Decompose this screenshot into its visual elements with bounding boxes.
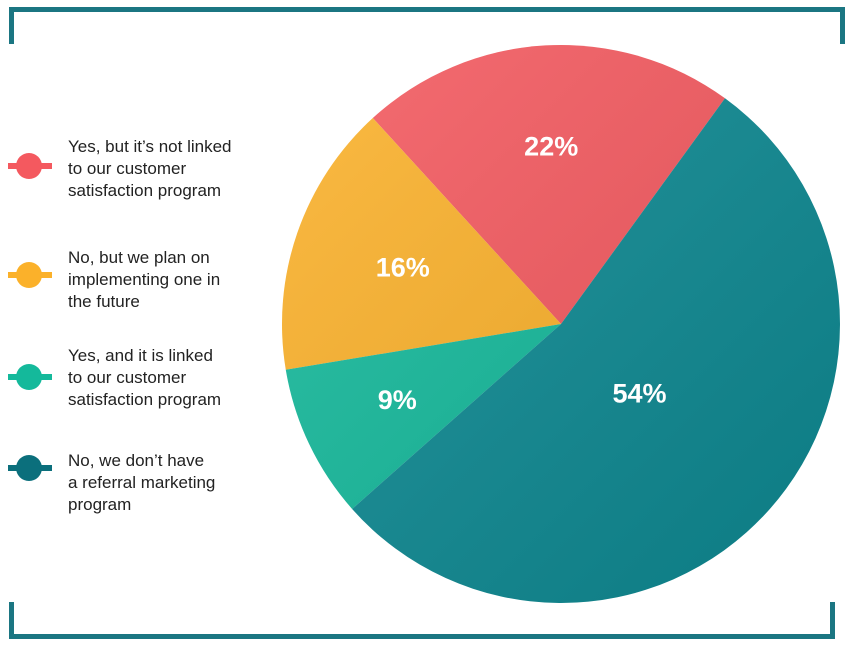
frame-top-bar: [9, 7, 845, 12]
legend-label: No, but we plan on implementing one in t…: [68, 248, 221, 311]
legend-label: Yes, but it’s not linked to our customer…: [68, 137, 232, 200]
slice-value-label: 16%: [376, 252, 430, 282]
frame-top-left-tick: [9, 7, 14, 44]
frame-top-right-tick: [840, 7, 845, 44]
slice-value-label: 22%: [524, 132, 578, 162]
frame-bottom-bar: [9, 634, 835, 639]
legend-label: Yes, and it is linked to our customer sa…: [68, 346, 222, 409]
frame-bottom-right-tick: [830, 602, 835, 639]
legend-marker-icon: [8, 455, 52, 481]
legend-marker-icon: [8, 364, 52, 390]
pie-shading: [282, 45, 840, 603]
frame-bottom-left-tick: [9, 602, 14, 639]
slice-value-label: 54%: [612, 378, 666, 408]
slice-value-label: 9%: [378, 385, 417, 415]
legend-label: No, we don’t have a referral marketing p…: [68, 451, 216, 514]
legend-marker-icon: [8, 153, 52, 179]
legend-marker-icon: [8, 262, 52, 288]
